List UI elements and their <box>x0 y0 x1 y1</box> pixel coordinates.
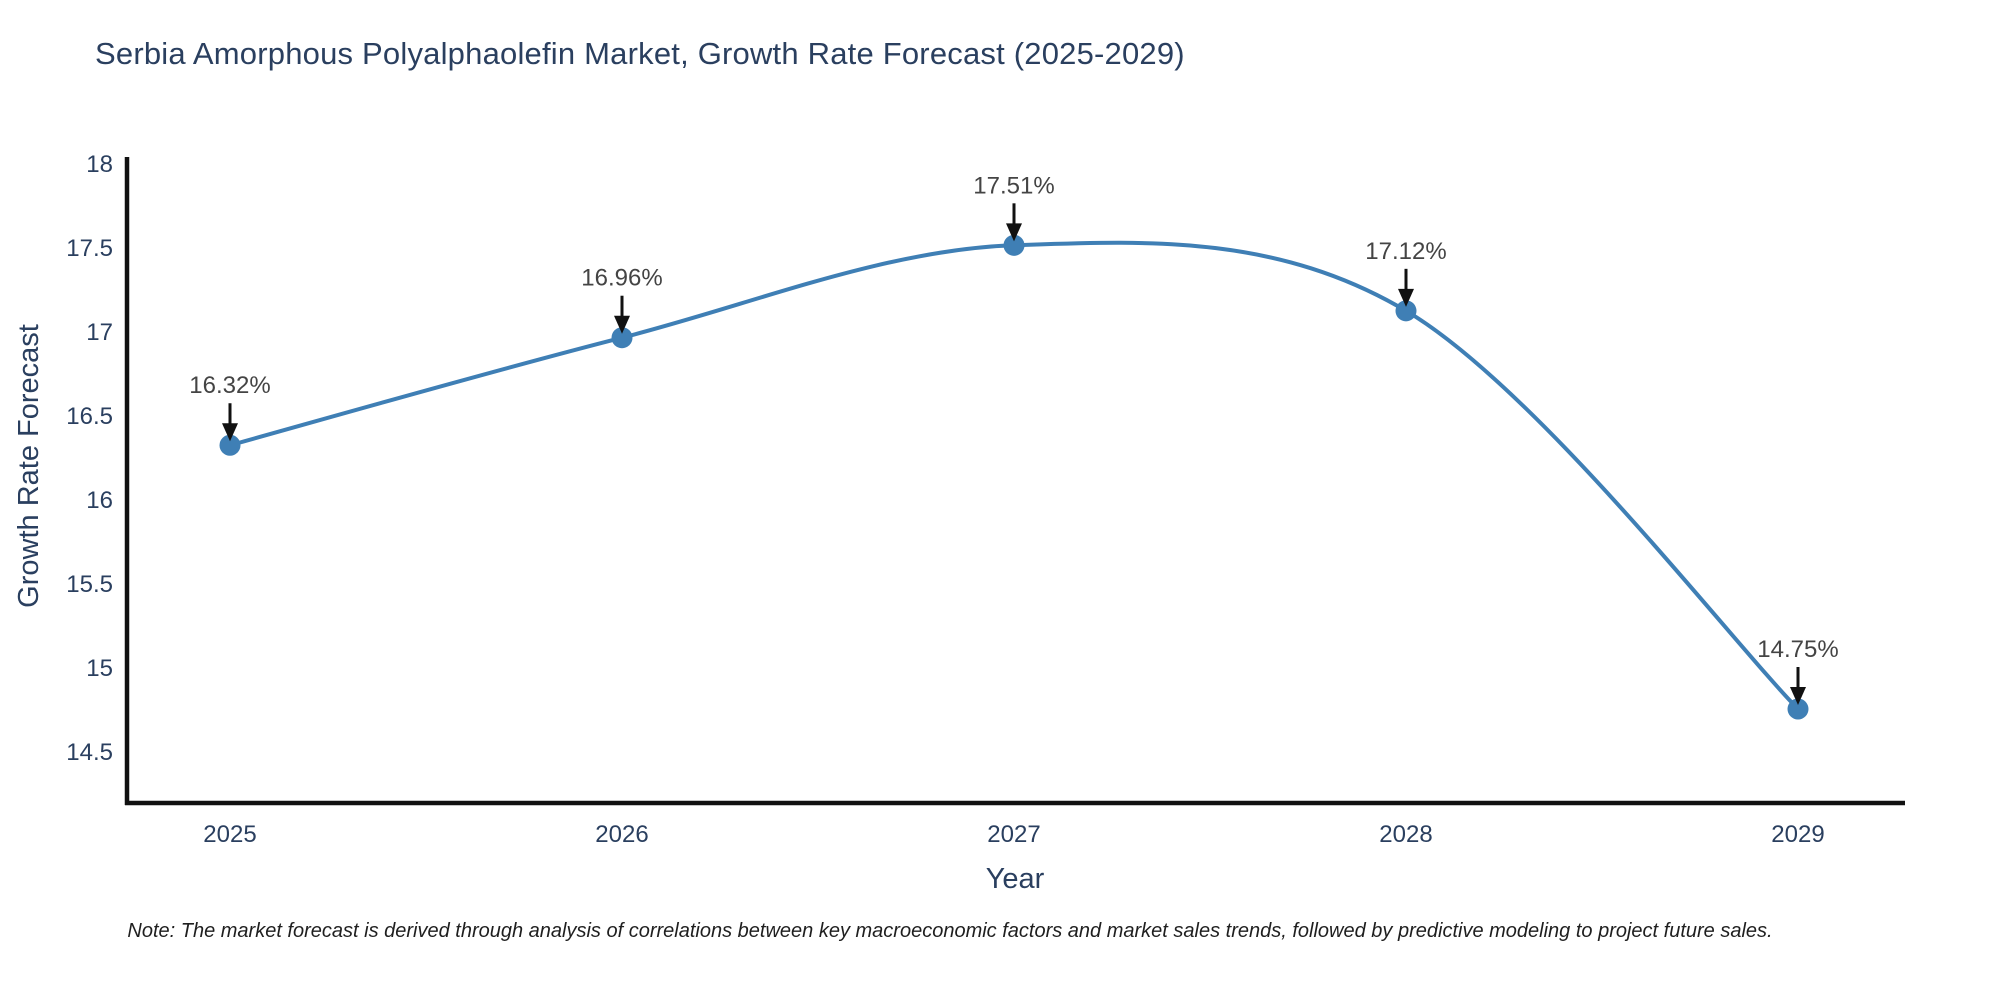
x-axis-title: Year <box>986 863 1045 895</box>
point-annotation-label: 16.32% <box>189 372 270 399</box>
tick-labels-group: 14.5 15 15.5 16 16.5 17 17.5 18 2025 2026 2027 2028… <box>66 151 1824 848</box>
y-tick-label: 14.5 <box>66 739 113 766</box>
x-tick-label: 2025 <box>203 821 256 848</box>
point-annotation-label: 17.12% <box>1365 238 1446 265</box>
point-annotation: 17.51% <box>973 172 1055 242</box>
annotation-arrowhead <box>1790 687 1806 705</box>
x-tick-label: 2027 <box>987 821 1040 848</box>
data-point-marker[interactable] <box>1787 698 1809 720</box>
point-annotation: 16.96% <box>581 265 663 334</box>
y-tick-label: 16 <box>86 487 113 514</box>
axes-group <box>124 157 1905 806</box>
series-line <box>228 240 1800 711</box>
point-annotation: 16.32% <box>189 372 271 442</box>
y-tick-label: 17 <box>86 319 113 346</box>
y-tick-label: 17.5 <box>66 235 113 262</box>
y-tick-label: 18 <box>86 151 113 178</box>
y-tick-label: 15.5 <box>66 571 113 598</box>
series-group <box>219 234 1809 720</box>
annotations-group: 16.32% 16.96% 17.51% 17.12% 14.75% <box>189 172 1839 705</box>
data-point-marker[interactable] <box>611 327 633 349</box>
point-annotation: 17.12% <box>1365 238 1447 307</box>
y-axis-title: Growth Rate Forecast <box>13 324 45 608</box>
annotation-arrowhead <box>1006 223 1022 242</box>
data-point-marker[interactable] <box>1395 300 1417 322</box>
x-tick-label: 2026 <box>595 821 648 848</box>
annotation-arrowhead <box>222 423 238 442</box>
chart-title: Serbia Amorphous Polyalphaolefin Market,… <box>95 36 1185 71</box>
x-tick-label: 2029 <box>1771 821 1824 848</box>
annotation-arrowhead <box>1398 288 1414 307</box>
annotation-arrowhead <box>614 315 630 334</box>
data-point-marker[interactable] <box>219 434 241 456</box>
point-annotation-label: 14.75% <box>1757 636 1838 663</box>
y-tick-label: 16.5 <box>66 403 113 430</box>
x-tick-label: 2028 <box>1379 821 1432 848</box>
point-annotation-label: 16.96% <box>581 265 662 292</box>
point-annotation: 14.75% <box>1757 636 1839 705</box>
point-annotation-label: 17.51% <box>973 172 1054 199</box>
y-tick-label: 15 <box>86 655 113 682</box>
data-point-marker[interactable] <box>1003 234 1025 256</box>
footnote: Note: The market forecast is derived thr… <box>127 920 1773 942</box>
